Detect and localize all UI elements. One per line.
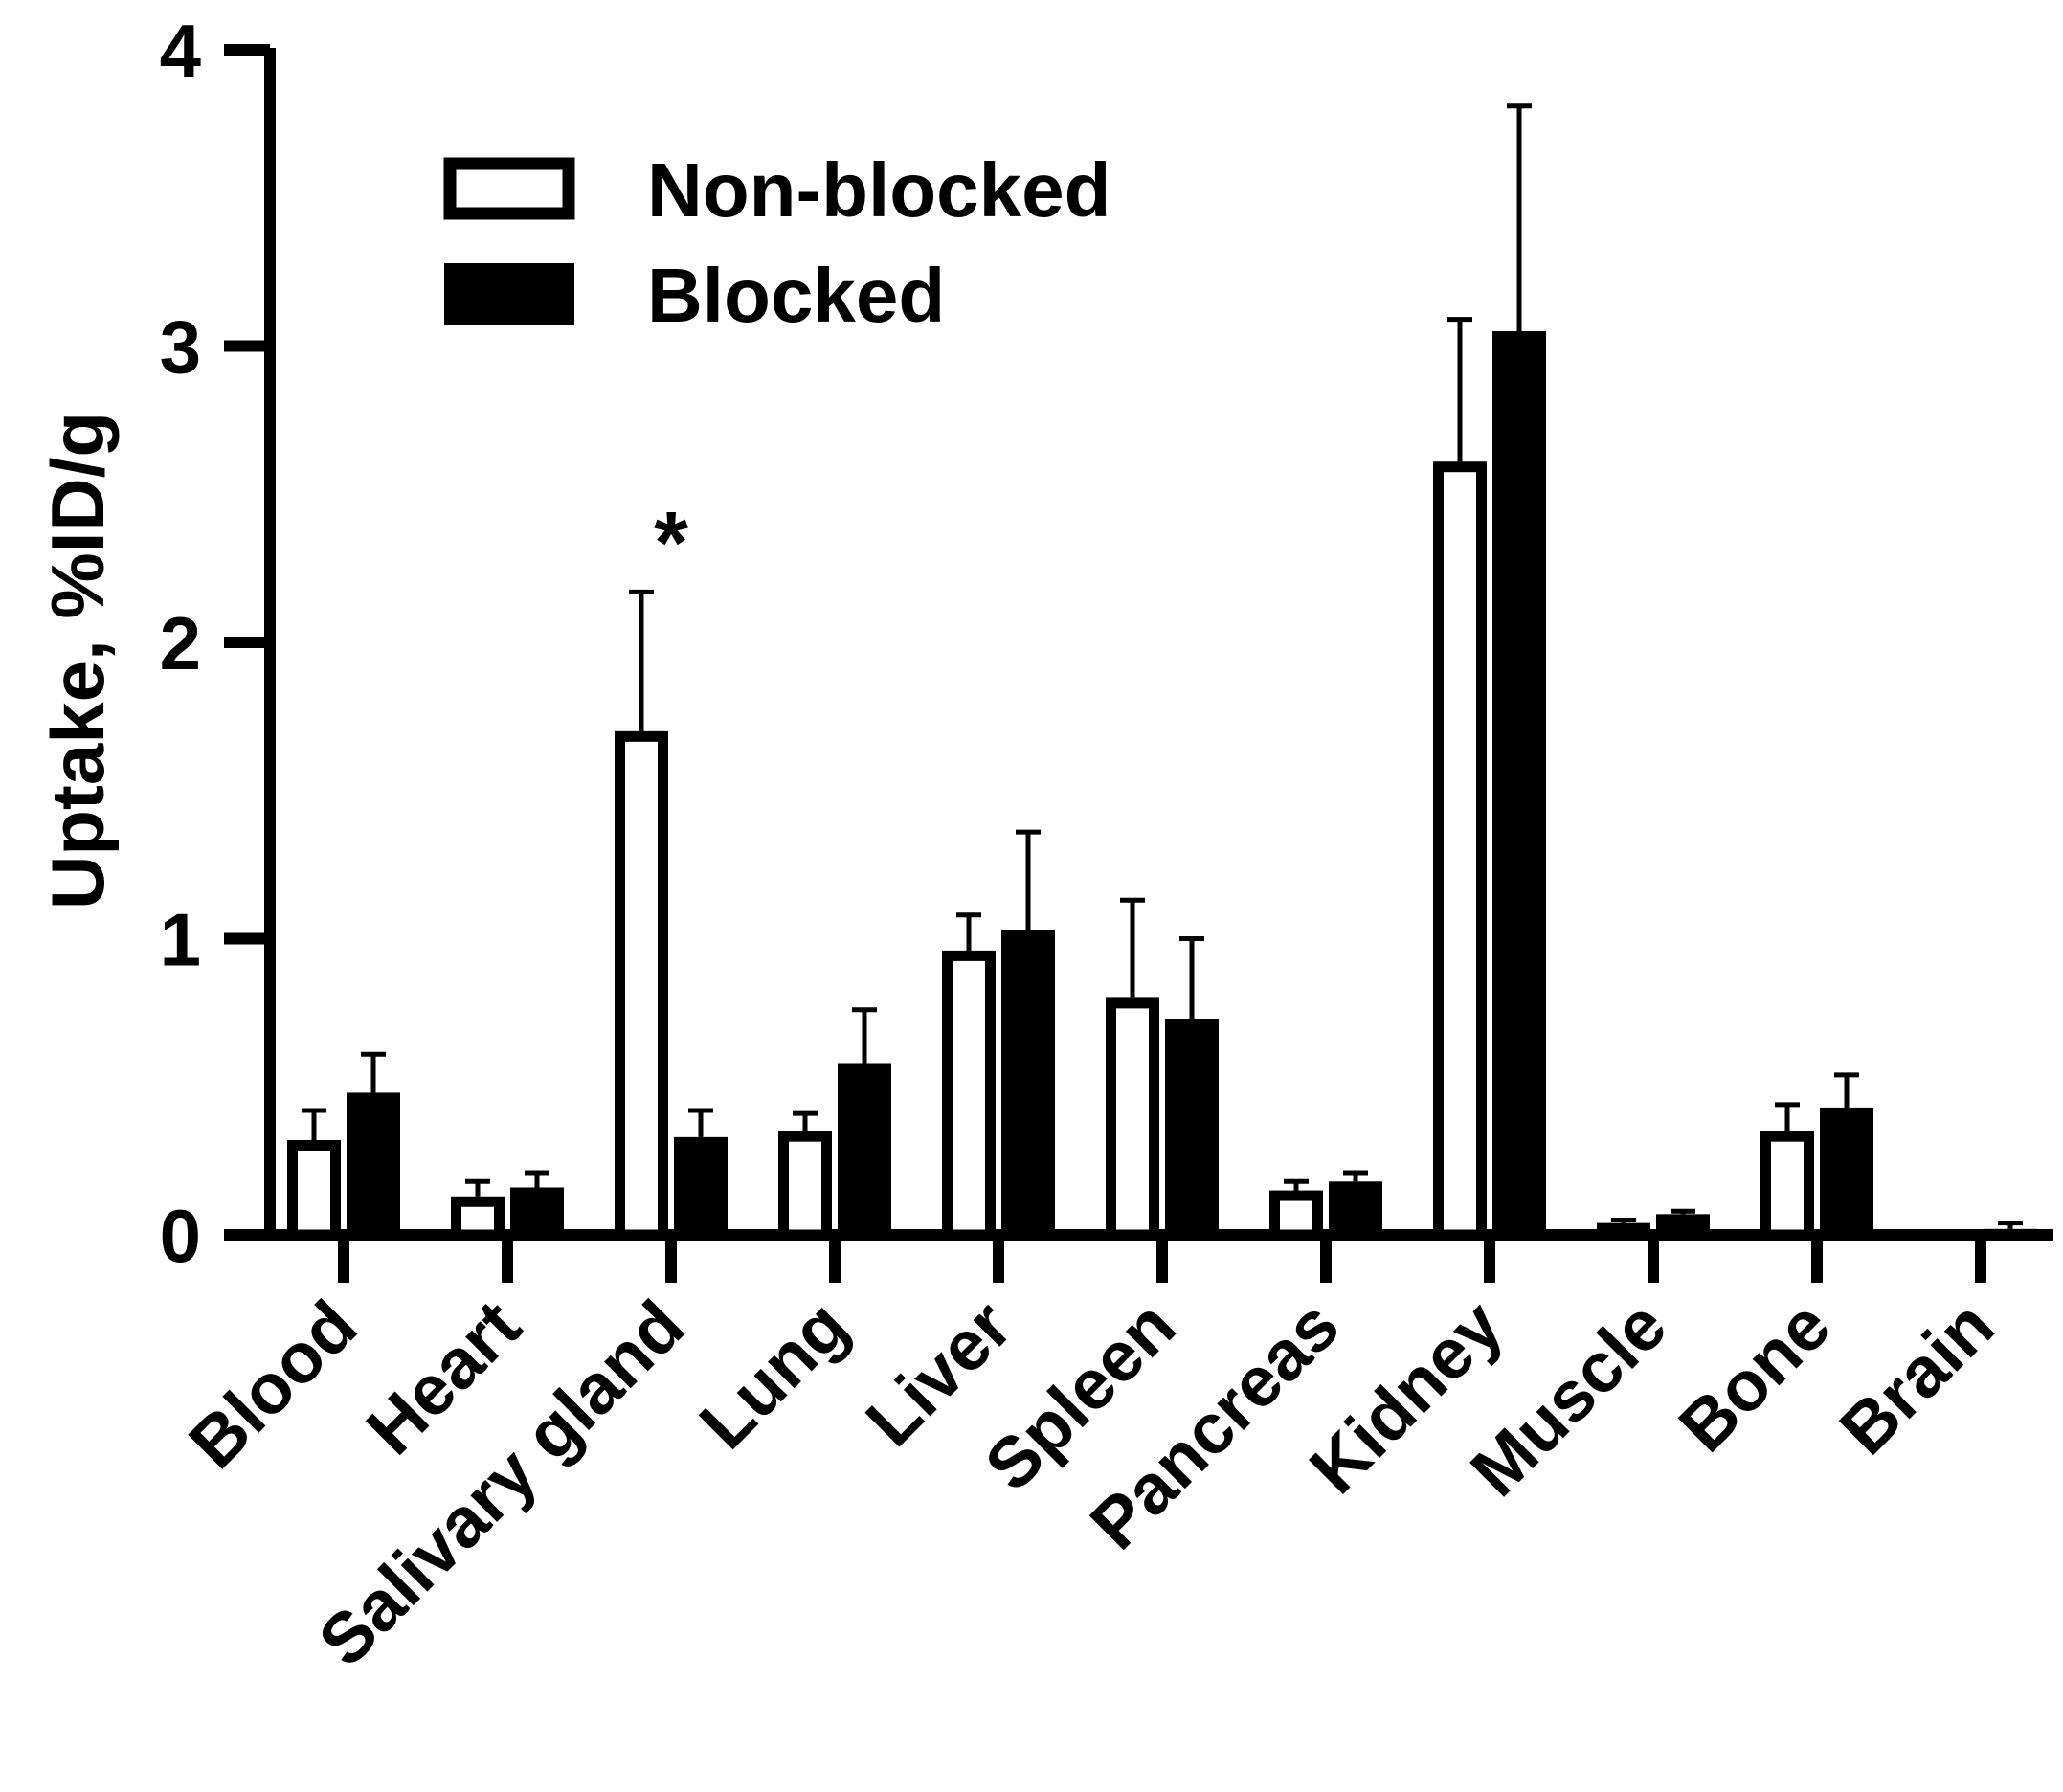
bar-blocked-muscle: [1656, 1214, 1710, 1235]
bar-blocked-salivary-gland: [674, 1136, 728, 1235]
bar-blocked-kidney: [1492, 331, 1546, 1235]
x-tick-label-bone: Bone: [1664, 1286, 1846, 1467]
bar-blocked-brain: [1984, 1228, 2037, 1235]
bar-non-blocked-spleen: [1106, 997, 1159, 1241]
x-tick-label-brain: Brain: [1825, 1286, 2008, 1469]
legend-label-non-blocked: Non-blocked: [647, 147, 1110, 233]
y-tick-label: 4: [160, 9, 201, 93]
bar-blocked-liver: [1001, 930, 1055, 1235]
bar-non-blocked-salivary-gland: [615, 730, 668, 1241]
y-tick-label: 0: [160, 1194, 201, 1278]
bar-non-blocked-liver: [942, 950, 996, 1241]
x-tick-label-lung: Lung: [684, 1286, 863, 1465]
bars-layer: [287, 103, 2037, 1241]
bar-blocked-bone: [1820, 1107, 1873, 1235]
legend-swatch-non-blocked: [443, 157, 575, 220]
significance-annotation: *: [654, 494, 688, 592]
bar-non-blocked-kidney: [1433, 461, 1487, 1241]
bar-blocked-blood: [347, 1092, 400, 1235]
legend: Non-blocked Blocked: [443, 147, 1110, 338]
bar-non-blocked-blood: [287, 1139, 341, 1241]
bar-non-blocked-pancreas: [1269, 1190, 1323, 1241]
bar-non-blocked-bone: [1760, 1131, 1814, 1241]
y-axis-label: Uptake, %ID/g: [35, 412, 120, 909]
bar-non-blocked-heart: [451, 1196, 505, 1241]
y-tick-label: 3: [160, 305, 201, 390]
x-tick-label-blood: Blood: [173, 1286, 371, 1484]
legend-swatch-blocked: [444, 263, 574, 325]
legend-label-blocked: Blocked: [647, 253, 945, 338]
y-tick-label: 1: [160, 898, 201, 982]
y-tick-label: 2: [160, 601, 201, 685]
bar-non-blocked-muscle: [1597, 1222, 1650, 1241]
bar-blocked-spleen: [1165, 1019, 1219, 1235]
bar-blocked-pancreas: [1329, 1181, 1382, 1235]
bar-blocked-lung: [838, 1063, 891, 1235]
bar-blocked-heart: [510, 1187, 564, 1235]
bar-non-blocked-lung: [778, 1131, 832, 1241]
